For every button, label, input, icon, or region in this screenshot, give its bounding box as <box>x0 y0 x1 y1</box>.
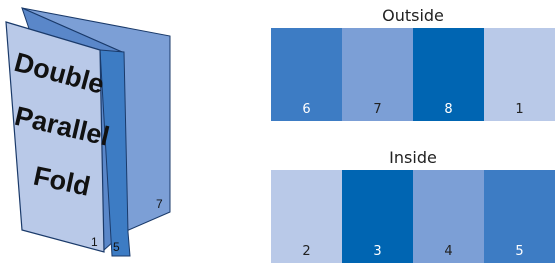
fold-diagram: Double Parallel Fold 1 5 7 Outside 6 7 8 1 In… <box>0 0 555 263</box>
panel-title: Inside <box>389 148 437 167</box>
page-number: 1 <box>91 235 98 249</box>
panel-number: 3 <box>373 244 381 259</box>
panel-number: 7 <box>373 102 381 117</box>
page-number: 7 <box>156 197 163 211</box>
page-number: 5 <box>113 240 120 254</box>
panel-number: 8 <box>444 102 452 117</box>
panel-number: 4 <box>444 244 452 259</box>
panel-title: Outside <box>382 6 444 25</box>
panel-number: 5 <box>515 244 523 259</box>
panel-number: 2 <box>302 244 310 259</box>
panel-number: 6 <box>302 102 310 117</box>
booklet: Double Parallel Fold 1 5 7 <box>6 8 170 256</box>
panel-number: 1 <box>515 102 523 117</box>
